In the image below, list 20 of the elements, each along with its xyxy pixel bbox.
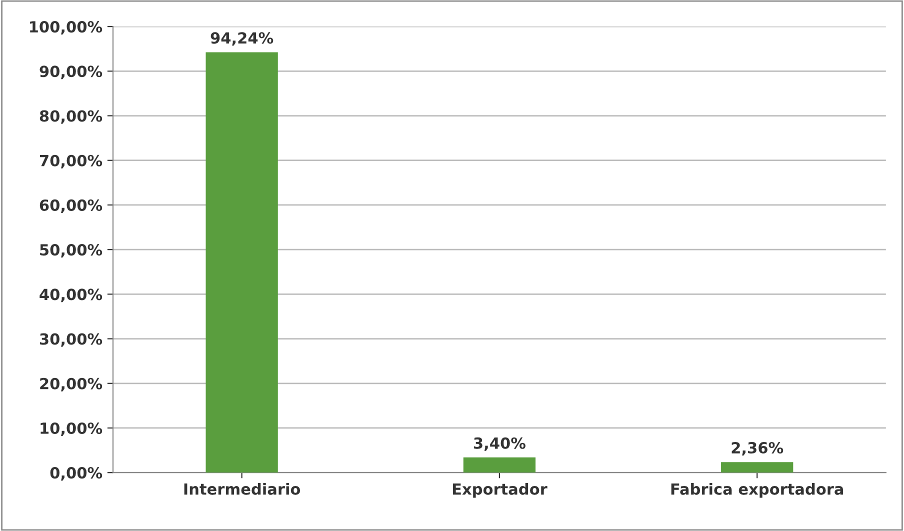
- y-tick-label: 40,00%: [40, 288, 102, 302]
- data-label: 2,36%: [732, 442, 784, 456]
- x-tick-label: Intermediario: [184, 483, 300, 495]
- y-tick-label: 60,00%: [40, 199, 102, 213]
- y-tick-label: 20,00%: [40, 378, 102, 392]
- y-tick-label: 100,00%: [30, 21, 102, 35]
- y-tick-label: 30,00%: [40, 333, 102, 347]
- y-tick-label: 70,00%: [40, 154, 102, 168]
- y-tick-label: 0,00%: [50, 467, 102, 481]
- y-tick-label: 80,00%: [40, 110, 102, 124]
- bar: [206, 52, 278, 473]
- x-tick-label: Fabrica exportadora: [671, 483, 844, 498]
- y-tick-label: 50,00%: [40, 244, 102, 258]
- y-tick-label: 90,00%: [40, 66, 102, 80]
- data-label: 3,40%: [474, 437, 526, 451]
- y-tick-label: 10,00%: [40, 422, 102, 436]
- bar: [721, 462, 794, 473]
- bar: [463, 457, 536, 473]
- data-label: 94,24%: [210, 32, 274, 46]
- x-tick-label: Exportador: [452, 483, 548, 498]
